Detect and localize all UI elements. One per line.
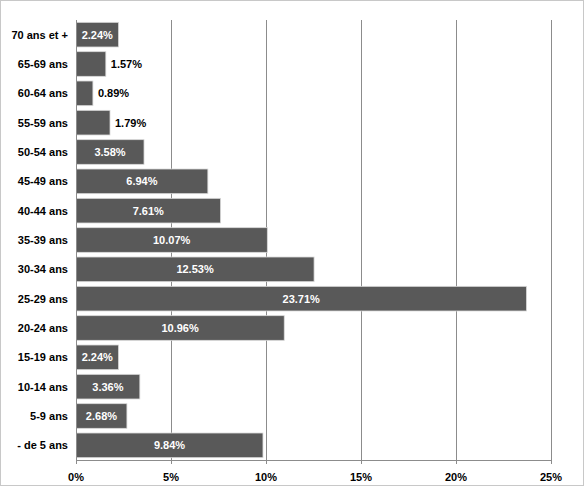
grid-line: [456, 20, 457, 460]
data-label: 3.36%: [92, 381, 123, 393]
bar: [76, 110, 110, 135]
bars: [76, 22, 526, 457]
grid-line: [551, 20, 552, 460]
labels: 70 ans et + 2.24% 65-69 ans 1.57% 60-64 ans 0…: [11, 29, 320, 452]
data-label: 2.68%: [86, 410, 117, 422]
category-label: 35-39 ans: [18, 234, 68, 246]
data-label: 0.89%: [98, 87, 129, 99]
tick-label: 20%: [445, 471, 467, 483]
bar: [76, 286, 526, 311]
category-label: 40-44 ans: [18, 205, 68, 217]
bar: [76, 81, 93, 106]
bar: [76, 169, 208, 194]
tick-mark: [551, 460, 552, 464]
tick-label: 10%: [255, 471, 277, 483]
data-label: 10.07%: [153, 234, 191, 246]
bar: [76, 374, 140, 399]
category-label: 10-14 ans: [18, 381, 68, 393]
data-label: 12.53%: [176, 263, 214, 275]
bar: [76, 52, 106, 77]
category-label: 65-69 ans: [18, 58, 68, 70]
bar: [76, 404, 127, 429]
category-label: 20-24 ans: [18, 322, 68, 334]
data-label: 1.79%: [115, 117, 146, 129]
tick-label: 5%: [163, 471, 179, 483]
category-label: 25-29 ans: [18, 293, 68, 305]
data-label: 2.24%: [82, 351, 113, 363]
category-label: 5-9 ans: [30, 410, 68, 422]
category-label: 55-59 ans: [18, 117, 68, 129]
category-label: 15-19 ans: [18, 351, 68, 363]
data-label: 1.57%: [111, 58, 142, 70]
category-label: 30-34 ans: [18, 263, 68, 275]
bar: [76, 198, 221, 223]
data-label: 10.96%: [161, 322, 199, 334]
frame: [1, 1, 584, 486]
bar: [76, 345, 119, 370]
data-label: 6.94%: [126, 175, 157, 187]
tick-label: 25%: [540, 471, 562, 483]
category-label: 60-64 ans: [18, 87, 68, 99]
chart: 0% 5% 10% 15% 20% 25% 70 ans et + 2.24% 65-69 an…: [0, 0, 584, 486]
bar: [76, 257, 314, 282]
axis-line: [76, 460, 551, 461]
category-label: - de 5 ans: [17, 439, 68, 451]
tick-label: 0%: [68, 471, 84, 483]
data-label: 2.24%: [82, 29, 113, 41]
bar: [76, 228, 267, 253]
bar: [76, 140, 144, 165]
bar: [76, 22, 119, 47]
tick-label: 15%: [350, 471, 372, 483]
category-label: 45-49 ans: [18, 175, 68, 187]
bar: [76, 316, 284, 341]
bar: [76, 433, 263, 458]
data-label: 23.71%: [283, 293, 321, 305]
category-label: 50-54 ans: [18, 146, 68, 158]
axis-line: [76, 20, 77, 460]
data-label: 7.61%: [133, 205, 164, 217]
category-label: 70 ans et +: [11, 29, 68, 41]
data-label: 3.58%: [94, 146, 125, 158]
data-label: 9.84%: [154, 439, 185, 451]
grid-line: [361, 20, 362, 460]
